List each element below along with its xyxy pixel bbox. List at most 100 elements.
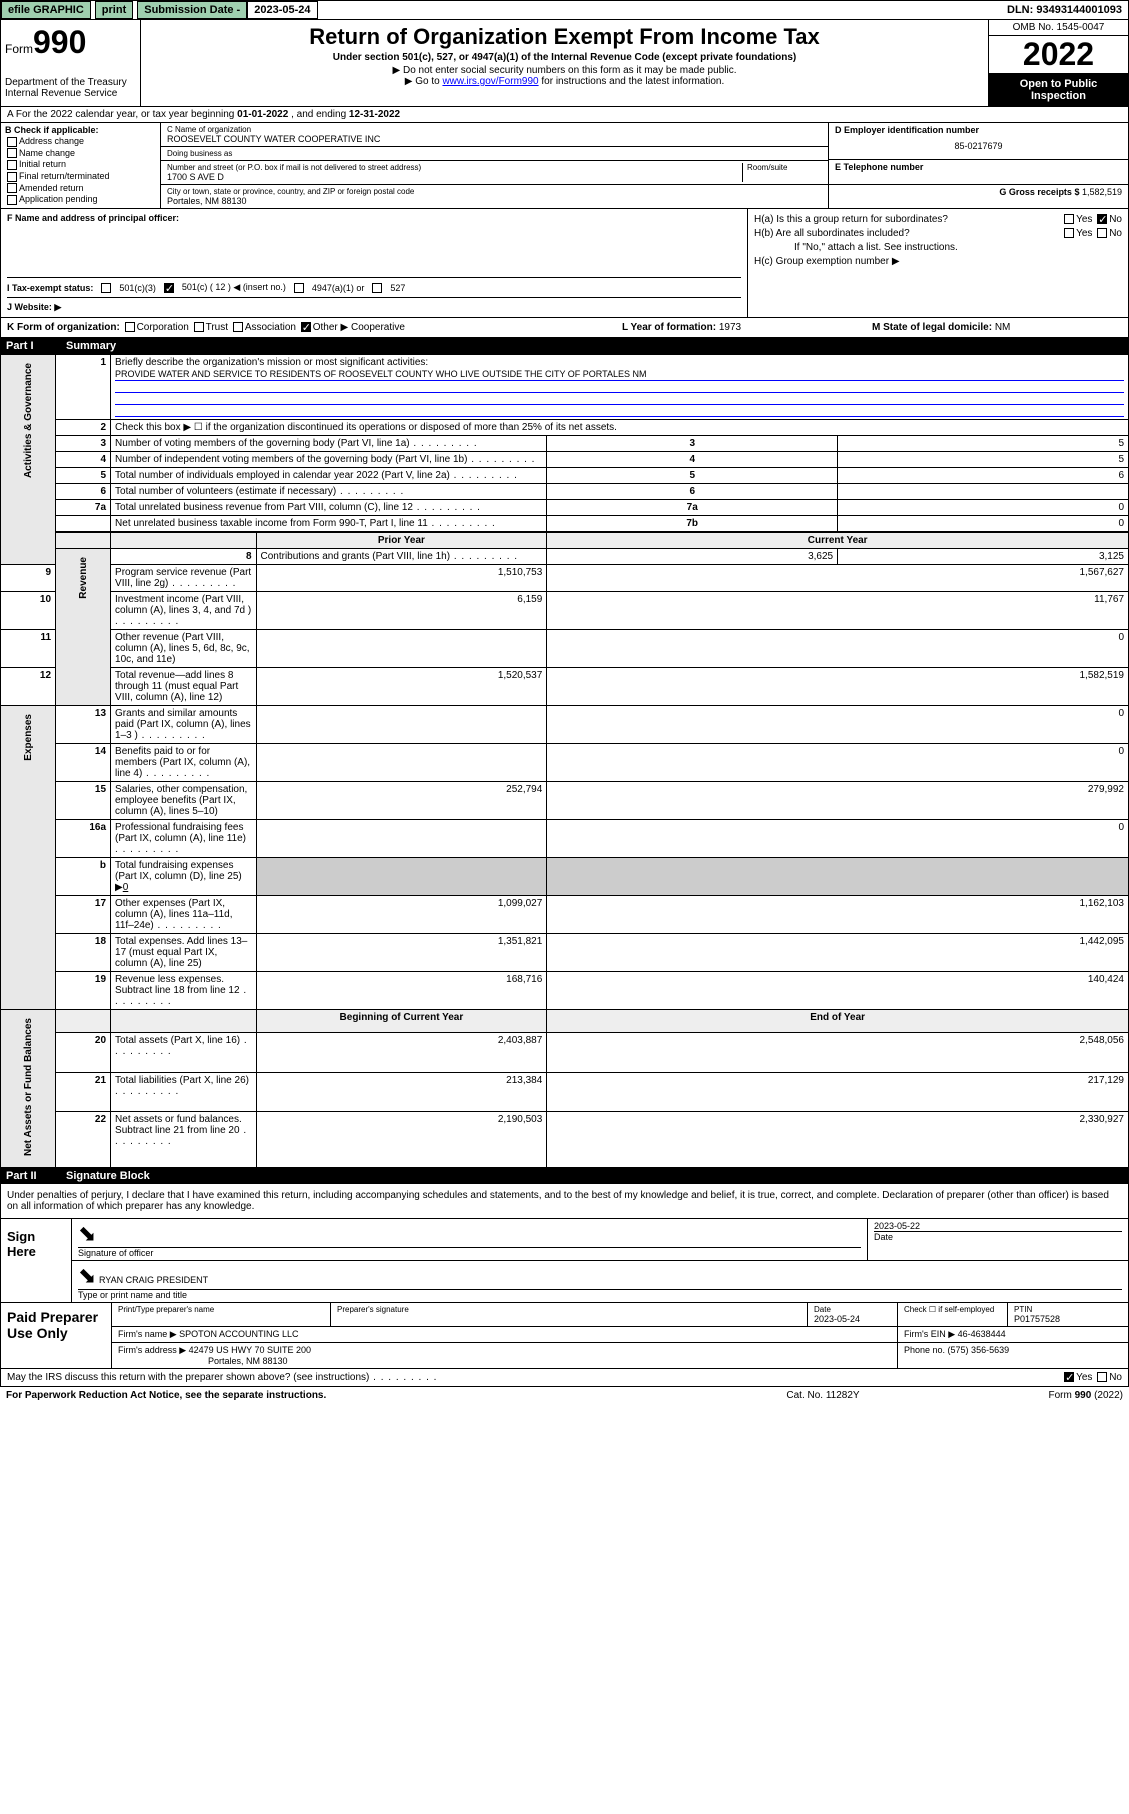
mission-text: PROVIDE WATER AND SERVICE TO RESIDENTS O… bbox=[115, 368, 1124, 381]
val-7b: 0 bbox=[838, 516, 1129, 533]
officer-name: RYAN CRAIG PRESIDENT bbox=[99, 1275, 208, 1285]
c11: 0 bbox=[547, 630, 1129, 668]
col-h: H(a) Is this a group return for subordin… bbox=[748, 209, 1128, 317]
dba-cell: Doing business as bbox=[161, 147, 828, 161]
year-formation: L Year of formation: 1973 bbox=[622, 322, 872, 333]
row-a-period: A For the 2022 calendar year, or tax yea… bbox=[0, 107, 1129, 123]
org-city: Portales, NM 88130 bbox=[167, 196, 822, 206]
p21: 213,384 bbox=[256, 1072, 547, 1112]
p22: 2,190,503 bbox=[256, 1112, 547, 1168]
row-fh: F Name and address of principal officer:… bbox=[0, 209, 1129, 318]
c12: 1,582,519 bbox=[547, 668, 1129, 706]
sig-declaration: Under penalties of perjury, I declare th… bbox=[0, 1184, 1129, 1219]
c18: 1,442,095 bbox=[547, 934, 1129, 972]
p17: 1,099,027 bbox=[256, 896, 547, 934]
p20: 2,403,887 bbox=[256, 1033, 547, 1073]
chk-app-pending[interactable]: Application pending bbox=[5, 194, 156, 205]
sig-date: 2023-05-22 bbox=[874, 1221, 1122, 1231]
cat-no: Cat. No. 11282Y bbox=[723, 1390, 923, 1401]
c10: 11,767 bbox=[547, 592, 1129, 630]
chk-other[interactable] bbox=[301, 322, 311, 332]
col-b-header: B Check if applicable: bbox=[5, 125, 99, 135]
tax-year: 2022 bbox=[989, 36, 1128, 74]
hb-no[interactable] bbox=[1097, 228, 1107, 238]
irs-no[interactable] bbox=[1097, 1372, 1107, 1382]
p13 bbox=[256, 706, 547, 744]
chk-4947[interactable] bbox=[294, 283, 304, 293]
chk-name-change[interactable]: Name change bbox=[5, 148, 156, 159]
addr-cell: Number and street (or P.O. box if mail i… bbox=[161, 161, 828, 185]
submission-label: Submission Date - bbox=[137, 1, 247, 19]
c9: 1,567,627 bbox=[547, 565, 1129, 592]
prep-date: 2023-05-24 bbox=[814, 1314, 891, 1324]
val-6 bbox=[838, 484, 1129, 500]
chk-assoc[interactable] bbox=[233, 322, 243, 332]
page-footer: For Paperwork Reduction Act Notice, see … bbox=[0, 1387, 1129, 1404]
c20: 2,548,056 bbox=[547, 1033, 1129, 1073]
chk-address-change[interactable]: Address change bbox=[5, 136, 156, 147]
row-j-website: J Website: ▶ bbox=[7, 297, 741, 313]
chk-501c3[interactable] bbox=[101, 283, 111, 293]
c17: 1,162,103 bbox=[547, 896, 1129, 934]
ha-no[interactable] bbox=[1097, 214, 1107, 224]
irs-yes[interactable] bbox=[1064, 1372, 1074, 1382]
firm-phone: (575) 356-5639 bbox=[948, 1345, 1010, 1355]
col-f: F Name and address of principal officer:… bbox=[1, 209, 748, 317]
notice-1: ▶ Do not enter social security numbers o… bbox=[151, 65, 978, 76]
chk-501c[interactable] bbox=[164, 283, 174, 293]
city-cell: City or town, state or province, country… bbox=[161, 185, 828, 208]
irs-link[interactable]: www.irs.gov/Form990 bbox=[442, 76, 538, 87]
omb-number: OMB No. 1545-0047 bbox=[989, 20, 1128, 36]
firm-name: SPOTON ACCOUNTING LLC bbox=[179, 1329, 298, 1339]
chk-initial-return[interactable]: Initial return bbox=[5, 159, 156, 170]
chk-527[interactable] bbox=[372, 283, 382, 293]
chk-final-return[interactable]: Final return/terminated bbox=[5, 171, 156, 182]
c15: 279,992 bbox=[547, 782, 1129, 820]
part-2-header: Part IISignature Block bbox=[0, 1168, 1129, 1184]
org-name: ROOSEVELT COUNTY WATER COOPERATIVE INC bbox=[167, 134, 822, 144]
chk-corp[interactable] bbox=[125, 322, 135, 332]
firm-addr1: 42479 US HWY 70 SUITE 200 bbox=[189, 1345, 311, 1355]
phone-cell: E Telephone number bbox=[829, 160, 1128, 185]
c14: 0 bbox=[547, 744, 1129, 782]
tab-revenue: Revenue bbox=[78, 551, 89, 605]
c16a: 0 bbox=[547, 820, 1129, 858]
c22: 2,330,927 bbox=[547, 1112, 1129, 1168]
c19: 140,424 bbox=[547, 972, 1129, 1010]
sign-here-label: Sign Here bbox=[1, 1219, 71, 1302]
p8: 3,625 bbox=[547, 549, 838, 565]
part-1-header: Part ISummary bbox=[0, 338, 1129, 354]
p10: 6,159 bbox=[256, 592, 547, 630]
summary-table: Activities & Governance 1 Briefly descri… bbox=[0, 354, 1129, 1168]
hb-yes[interactable] bbox=[1064, 228, 1074, 238]
print-button[interactable]: print bbox=[95, 1, 133, 19]
top-toolbar: efile GRAPHIC print Submission Date - 20… bbox=[0, 0, 1129, 20]
irs-discuss-row: May the IRS discuss this return with the… bbox=[0, 1369, 1129, 1387]
row-i-tax-status: I Tax-exempt status: 501(c)(3) 501(c) ( … bbox=[7, 277, 741, 293]
org-address: 1700 S AVE D bbox=[167, 172, 742, 182]
dln: DLN: 93493144001093 bbox=[1001, 2, 1128, 18]
efile-button[interactable]: efile GRAPHIC bbox=[1, 1, 91, 19]
p14 bbox=[256, 744, 547, 782]
notice-2: ▶ Go to www.irs.gov/Form990 for instruct… bbox=[151, 76, 978, 87]
ptin: P01757528 bbox=[1014, 1314, 1122, 1324]
paid-preparer-label: Paid Preparer Use Only bbox=[1, 1303, 111, 1368]
chk-amended[interactable]: Amended return bbox=[5, 183, 156, 194]
col-b-checkboxes: B Check if applicable: Address change Na… bbox=[1, 123, 161, 208]
val-5: 6 bbox=[838, 468, 1129, 484]
firm-ein: 46-4638444 bbox=[958, 1329, 1006, 1339]
p18: 1,351,821 bbox=[256, 934, 547, 972]
p16a bbox=[256, 820, 547, 858]
c21: 217,129 bbox=[547, 1072, 1129, 1112]
submission-date: 2023-05-24 bbox=[247, 1, 317, 19]
sign-here-block: Sign Here ⬊ Signature of officer 2023-05… bbox=[0, 1219, 1129, 1303]
val-3: 5 bbox=[838, 436, 1129, 452]
ha-yes[interactable] bbox=[1064, 214, 1074, 224]
val-7a: 0 bbox=[838, 500, 1129, 516]
form-title: Return of Organization Exempt From Incom… bbox=[151, 24, 978, 50]
state-domicile: M State of legal domicile: NM bbox=[872, 322, 1122, 333]
chk-trust[interactable] bbox=[194, 322, 204, 332]
c8: 3,125 bbox=[838, 549, 1129, 565]
p19: 168,716 bbox=[256, 972, 547, 1010]
dept-label: Department of the Treasury Internal Reve… bbox=[5, 77, 136, 99]
